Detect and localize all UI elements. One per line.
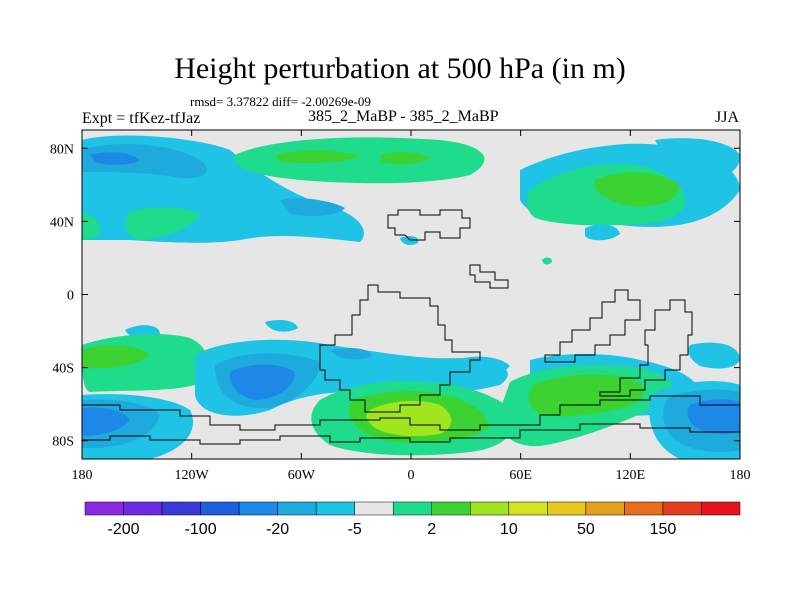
colorbar-swatch xyxy=(200,501,240,516)
contour-field xyxy=(82,130,740,459)
colorbar-swatch xyxy=(392,501,433,516)
y-tick-label: 40S xyxy=(52,362,74,377)
contour-green-north-band-2 xyxy=(380,152,430,165)
contour-green-ne xyxy=(594,172,680,207)
colorbar-label: -100 xyxy=(185,521,217,538)
colorbar-swatch xyxy=(354,501,394,516)
contour-darker-blue-north xyxy=(90,152,140,165)
coastline-se-1 xyxy=(544,289,641,363)
x-tick-label: 60W xyxy=(288,468,316,483)
colorbar-label: 50 xyxy=(577,521,595,538)
colorbar-swatch xyxy=(431,501,471,516)
colorbar-label: -5 xyxy=(348,521,362,538)
colorbar-label: -200 xyxy=(108,521,140,538)
y-tick-label: 40N xyxy=(50,215,74,230)
contour-light-blue-far-se xyxy=(688,342,740,369)
coastline-west-south xyxy=(319,284,481,413)
contour-teal-west xyxy=(82,214,100,240)
colorbar-swatch xyxy=(123,501,163,516)
contour-teal-tiny xyxy=(542,257,552,265)
contour-blue-center-s xyxy=(330,348,372,360)
colorbar-swatch xyxy=(238,501,278,516)
colorbar-label: 2 xyxy=(427,521,436,538)
colorbar-swatch xyxy=(277,501,317,516)
contour-blue-ne-patch xyxy=(585,224,620,241)
colorbar: -200 -100 -20 -5 2 10 50 150 xyxy=(84,501,741,538)
colorbar-swatch xyxy=(585,501,625,516)
colorbar-swatch xyxy=(315,501,355,516)
experiment-label: Expt = tfKez-tfJaz xyxy=(82,110,201,127)
contour-green-sw xyxy=(82,345,150,369)
map-title: Height perturbation at 500 hPa (in m) xyxy=(174,52,626,85)
contour-light-blue-s-patch-2 xyxy=(265,320,298,332)
contour-teal-south-of-n xyxy=(124,207,200,240)
x-tick-label: 120E xyxy=(616,468,646,483)
coastline-small-n xyxy=(469,264,509,289)
coastline-se-2 xyxy=(599,299,693,397)
coastline-antarctic xyxy=(82,395,740,431)
contour-green-north-band xyxy=(275,150,360,164)
x-tick-label: 120W xyxy=(175,468,210,483)
x-tick-label: 0 xyxy=(408,468,415,483)
contour-darker-blue-south xyxy=(229,364,295,400)
y-tick-label: 80S xyxy=(52,435,74,450)
contour-green-se xyxy=(528,374,645,417)
axis-ticks: 180 120W 60W 0 60E 120E 180 80N 40N 0 40S 80S xyxy=(50,130,751,483)
colorbar-swatch xyxy=(84,501,124,516)
colorbar-swatch xyxy=(508,501,548,516)
colorbar-swatch xyxy=(624,501,664,516)
colorbar-swatch xyxy=(701,501,741,516)
colorbar-swatch xyxy=(161,501,201,516)
contour-blue-mid-north xyxy=(280,198,345,216)
coastline-antarctic-2 xyxy=(82,423,740,445)
y-tick-label: 80N xyxy=(50,142,74,157)
season-label: JJA xyxy=(715,109,740,126)
colorbar-label: 10 xyxy=(500,521,518,538)
colorbar-swatch xyxy=(470,501,510,516)
x-tick-label: 180 xyxy=(72,468,93,483)
stats-text: rmsd= 3.37822 diff= -2.00269e-09 xyxy=(190,94,371,109)
coastline-north xyxy=(387,209,471,241)
y-tick-label: 0 xyxy=(67,289,74,304)
colorbar-swatch xyxy=(662,501,702,516)
contour-darker-blue-bottom-left xyxy=(82,407,130,436)
coastlines xyxy=(82,209,740,445)
contour-blue-small-patch xyxy=(400,235,419,246)
center-label: 385_2_MaBP - 385_2_MaBP xyxy=(308,108,499,125)
colorbar-label: -20 xyxy=(266,521,289,538)
contour-light-blue-ne-2 xyxy=(655,138,740,176)
colorbar-swatch xyxy=(547,501,587,516)
x-tick-label: 60E xyxy=(509,468,532,483)
colorbar-label: 150 xyxy=(650,521,677,538)
x-tick-label: 180 xyxy=(730,468,751,483)
contour-teal-north-band xyxy=(234,137,485,184)
contour-dark-blue-far-se xyxy=(687,399,740,434)
